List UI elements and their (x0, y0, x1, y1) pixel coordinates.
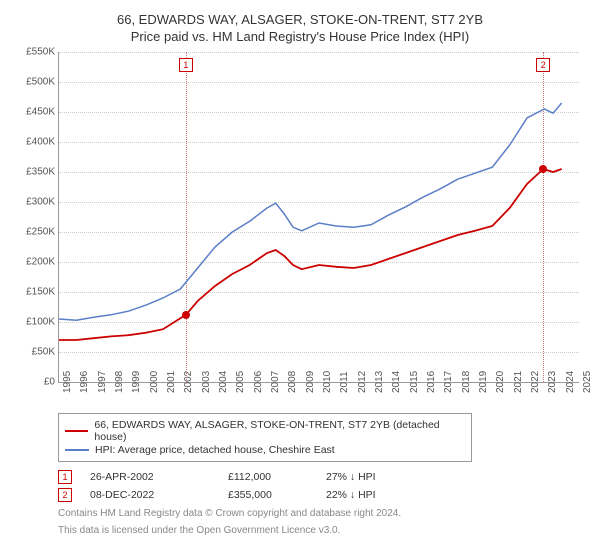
line-series (59, 52, 579, 382)
sale-date: 26-APR-2002 (90, 471, 210, 483)
legend-swatch (65, 430, 88, 432)
marker-box: 1 (179, 58, 193, 72)
sale-marker-box: 2 (58, 488, 72, 502)
sale-marker-box: 1 (58, 470, 72, 484)
legend-label: 66, EDWARDS WAY, ALSAGER, STOKE-ON-TRENT… (94, 419, 465, 443)
chart: £0£50K£100K£150K£200K£250K£300K£350K£400… (12, 52, 588, 383)
y-axis-label: £150K (13, 287, 55, 298)
title-subtitle: Price paid vs. HM Land Registry's House … (12, 29, 588, 44)
marker-dot (539, 165, 547, 173)
marker-dot (182, 311, 190, 319)
sale-price: £112,000 (228, 471, 308, 483)
sale-date: 08-DEC-2022 (90, 489, 210, 501)
sale-hpi-diff: 27% ↓ HPI (326, 471, 426, 483)
y-axis-label: £550K (13, 47, 55, 58)
series-line-hpi (59, 103, 562, 320)
y-axis-label: £250K (13, 227, 55, 238)
series-line-property (59, 169, 562, 340)
sale-price: £355,000 (228, 489, 308, 501)
y-axis-label: £0 (13, 377, 55, 388)
y-axis-label: £50K (13, 347, 55, 358)
y-axis-label: £100K (13, 317, 55, 328)
plot-area: £0£50K£100K£150K£200K£250K£300K£350K£400… (58, 52, 579, 383)
y-axis-label: £450K (13, 107, 55, 118)
sale-row: 2 08-DEC-2022 £355,000 22% ↓ HPI (58, 488, 588, 502)
sale-hpi-diff: 22% ↓ HPI (326, 489, 426, 501)
marker-box: 2 (536, 58, 550, 72)
footnote-copyright: Contains HM Land Registry data © Crown c… (58, 508, 588, 519)
legend-row: HPI: Average price, detached house, Ches… (65, 444, 465, 456)
sale-row: 1 26-APR-2002 £112,000 27% ↓ HPI (58, 470, 588, 484)
y-axis-label: £300K (13, 197, 55, 208)
legend-swatch (65, 449, 89, 451)
y-axis-label: £350K (13, 167, 55, 178)
footnote-licence: This data is licensed under the Open Gov… (58, 525, 588, 536)
legend-row: 66, EDWARDS WAY, ALSAGER, STOKE-ON-TRENT… (65, 419, 465, 443)
x-axis-label: 2025 (582, 371, 593, 393)
title-address: 66, EDWARDS WAY, ALSAGER, STOKE-ON-TRENT… (12, 12, 588, 27)
legend-label: HPI: Average price, detached house, Ches… (95, 444, 335, 456)
y-axis-label: £500K (13, 77, 55, 88)
y-axis-label: £400K (13, 137, 55, 148)
sales-table: 1 26-APR-2002 £112,000 27% ↓ HPI 2 08-DEC-202… (58, 470, 588, 502)
legend: 66, EDWARDS WAY, ALSAGER, STOKE-ON-TRENT… (58, 413, 472, 462)
y-axis-label: £200K (13, 257, 55, 268)
